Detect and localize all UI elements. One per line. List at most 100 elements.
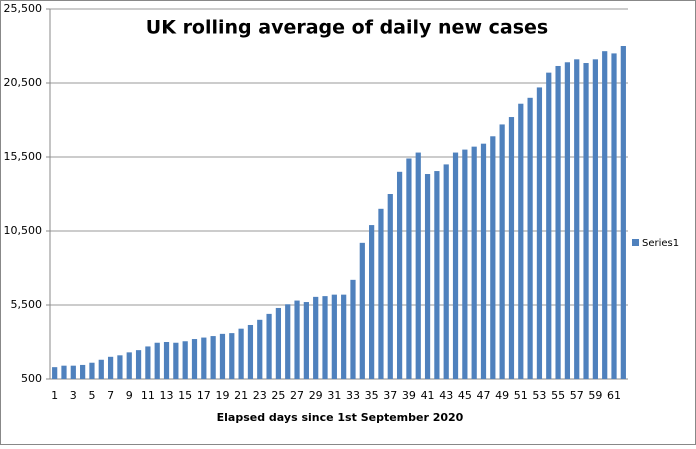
bar [443, 164, 449, 379]
bar [359, 242, 365, 379]
bar [303, 302, 309, 379]
x-tick-label: 27 [290, 389, 304, 402]
x-tick-label: 17 [197, 389, 211, 402]
x-tick-label: 49 [495, 389, 509, 402]
bar [80, 364, 86, 379]
bar [266, 313, 272, 379]
x-tick-label: 57 [570, 389, 584, 402]
bar [341, 294, 347, 379]
x-tick-label: 55 [551, 389, 565, 402]
x-tick-label: 45 [458, 389, 472, 402]
x-tick-label: 19 [215, 389, 229, 402]
x-tick-label: 51 [514, 389, 528, 402]
x-tick-label: 1 [51, 389, 58, 402]
bar [61, 365, 67, 379]
bar [508, 117, 515, 379]
x-tick-label: 43 [439, 389, 453, 402]
bar [294, 300, 300, 379]
bar [52, 367, 58, 379]
bar [135, 350, 142, 379]
bar [387, 194, 393, 379]
x-tick-label: 25 [271, 389, 285, 402]
x-tick-label: 11 [141, 389, 155, 402]
bar [89, 362, 95, 379]
x-tick-label: 53 [532, 389, 546, 402]
bar [527, 97, 533, 380]
bar [257, 319, 263, 379]
bar [173, 342, 179, 379]
x-tick-label: 3 [70, 389, 77, 402]
bar [490, 136, 496, 379]
bar [471, 146, 477, 379]
bar [396, 171, 403, 379]
bar [275, 307, 282, 379]
y-tick-label: 10,500 [4, 224, 43, 237]
bar [378, 208, 384, 379]
y-tick-label: 25,500 [4, 2, 43, 15]
bar [238, 328, 244, 379]
bar [564, 62, 571, 379]
bar [518, 103, 524, 379]
bar [229, 333, 235, 379]
chart-title: UK rolling average of daily new cases [146, 17, 548, 39]
x-tick-label: 47 [477, 389, 491, 402]
x-tick-label: 37 [383, 389, 397, 402]
bar [219, 333, 226, 379]
bar [602, 51, 608, 380]
x-tick-label: 13 [160, 389, 174, 402]
bar [620, 46, 626, 379]
bar [480, 143, 487, 379]
y-tick-label: 5,500 [11, 298, 43, 311]
bar [369, 225, 375, 379]
bar [555, 65, 561, 379]
x-tick-label: 41 [421, 389, 435, 402]
bar [434, 171, 440, 379]
legend-label: Series1 [642, 238, 679, 249]
bar [611, 53, 617, 380]
legend-swatch [632, 239, 639, 246]
x-tick-label: 61 [607, 389, 621, 402]
bar [322, 296, 328, 379]
x-tick-label: 21 [234, 389, 248, 402]
x-tick-label: 5 [88, 389, 95, 402]
x-tick-label: 33 [346, 389, 360, 402]
bar [313, 296, 319, 379]
bar [154, 342, 160, 379]
x-tick-label: 29 [309, 389, 323, 402]
x-tick-label: 31 [327, 389, 341, 402]
bar [163, 342, 170, 379]
x-tick-label: 59 [588, 389, 602, 402]
x-axis-label: Elapsed days since 1st September 2020 [217, 411, 464, 424]
bar [415, 152, 421, 379]
y-tick-label: 20,500 [4, 76, 43, 89]
bar [107, 356, 114, 379]
bar [126, 352, 132, 379]
bar [98, 359, 104, 379]
y-tick-label: 15,500 [4, 150, 43, 163]
bar [182, 341, 188, 379]
bar [70, 365, 76, 379]
x-tick-label: 9 [126, 389, 133, 402]
x-tick-label: 15 [178, 389, 192, 402]
bar [117, 355, 123, 379]
bar [499, 124, 505, 379]
bar [583, 63, 589, 380]
x-tick-label: 7 [107, 389, 114, 402]
bar [592, 59, 598, 379]
bar [536, 87, 543, 379]
bar [546, 72, 552, 379]
bar [406, 158, 412, 379]
bar [331, 294, 337, 379]
bar [462, 149, 468, 379]
x-tick-label: 39 [402, 389, 416, 402]
bar [145, 346, 151, 379]
bar [247, 324, 254, 379]
bar [210, 336, 216, 379]
bar [285, 304, 291, 379]
bar [424, 174, 431, 379]
bar [350, 279, 356, 379]
y-tick-label: 500 [21, 372, 42, 385]
bar [452, 152, 459, 379]
